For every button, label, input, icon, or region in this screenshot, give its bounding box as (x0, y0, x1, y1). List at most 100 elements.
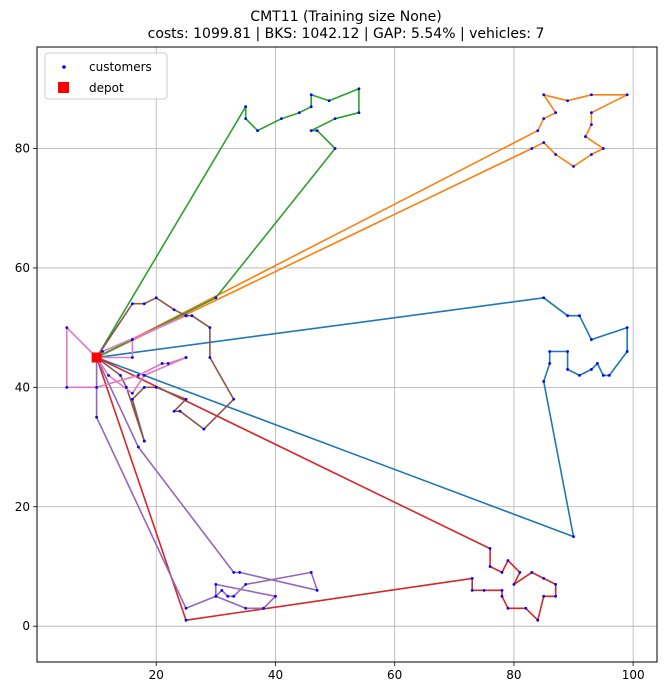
customer-point (327, 99, 331, 103)
customer-point (65, 385, 69, 389)
route-line-4 (95, 356, 557, 622)
customer-point (566, 368, 569, 371)
customer-point (274, 594, 277, 598)
customer-point (536, 129, 540, 132)
grid-lines (37, 47, 657, 662)
customer-point (309, 105, 313, 109)
chart-title: CMT11 (Training size None) (250, 9, 441, 25)
customer-point (590, 338, 593, 341)
customer-point (518, 571, 522, 574)
route-line-2 (96, 94, 629, 359)
customer-point (536, 618, 540, 622)
customer-point (95, 385, 99, 389)
customer-point (160, 362, 164, 365)
customer-point (584, 135, 587, 138)
y-tick-label-60: 60 (15, 261, 30, 275)
customer-point (184, 397, 188, 401)
customer-point (244, 105, 248, 109)
customer-point (125, 385, 128, 389)
depot-marker-group (91, 352, 102, 363)
customer-point (232, 397, 236, 401)
customer-point (190, 314, 194, 318)
customer-point (130, 391, 134, 395)
customer-point (226, 594, 230, 598)
customer-point (232, 571, 236, 574)
customer-point (142, 302, 146, 306)
customer-point (470, 588, 474, 592)
customer-point (578, 314, 581, 318)
customer-point (214, 296, 218, 300)
legend-customers-label: customers (89, 60, 152, 74)
customer-point (625, 326, 629, 330)
customer-point (554, 594, 558, 598)
x-tick-label-80: 80 (506, 668, 521, 682)
customer-point (130, 302, 134, 306)
customer-point (590, 93, 593, 97)
customer-point (470, 577, 474, 580)
customer-point (297, 111, 301, 115)
customer-point (107, 373, 110, 377)
customer-point (542, 577, 546, 580)
customer-point (601, 147, 605, 150)
customer-point (309, 129, 313, 132)
customer-point (136, 373, 140, 377)
customer-point (506, 559, 510, 562)
y-axis-ticks: 0 20 40 60 80 (15, 142, 37, 633)
customer-point (154, 385, 158, 389)
customer-point (244, 582, 248, 586)
customer-point (256, 129, 259, 132)
customer-point (512, 582, 516, 586)
customer-point (214, 594, 218, 598)
customer-point (244, 606, 248, 610)
customer-point (315, 129, 319, 132)
customer-point (214, 582, 218, 586)
x-tick-label-100: 100 (622, 668, 645, 682)
customer-point (482, 588, 486, 592)
customer-point (333, 117, 337, 121)
customer-point (154, 296, 158, 300)
customer-point (101, 350, 104, 353)
customer-point (595, 362, 599, 365)
customer-point (590, 111, 593, 115)
customer-point (578, 373, 581, 377)
customer-point (566, 350, 569, 353)
customer-point (500, 571, 504, 574)
customer-point (542, 117, 546, 121)
customer-point (554, 582, 558, 586)
customer-point (530, 147, 534, 150)
customer-point (601, 373, 605, 377)
customer-point (130, 397, 134, 401)
legend-box (44, 52, 168, 100)
customer-point (590, 368, 593, 371)
customer-point (244, 117, 248, 121)
customer-point (184, 618, 188, 622)
customer-point (357, 87, 361, 91)
customer-point (548, 362, 552, 365)
customer-point (506, 606, 510, 610)
customer-point (130, 356, 134, 359)
customer-point (572, 165, 575, 168)
customer-points (65, 87, 629, 622)
customer-point (590, 123, 593, 127)
customer-point (315, 588, 319, 592)
customer-point (357, 111, 361, 115)
customer-point (542, 296, 546, 300)
depot-marker (91, 352, 102, 363)
x-tick-label-20: 20 (149, 668, 164, 682)
customer-point (530, 571, 534, 574)
legend-customers-marker (62, 65, 66, 69)
customer-point (142, 385, 146, 389)
x-axis-ticks: 20 40 60 80 100 (149, 662, 645, 682)
customer-point (625, 350, 629, 353)
customer-point (542, 93, 546, 97)
y-tick-label-0: 0 (22, 619, 30, 633)
customer-point (590, 153, 593, 156)
customer-point (178, 409, 182, 413)
plot-frame (36, 46, 658, 663)
customer-point (172, 308, 176, 312)
customer-point (184, 606, 188, 610)
customer-point (625, 93, 629, 97)
customer-point (309, 93, 313, 97)
customer-point (136, 445, 140, 449)
